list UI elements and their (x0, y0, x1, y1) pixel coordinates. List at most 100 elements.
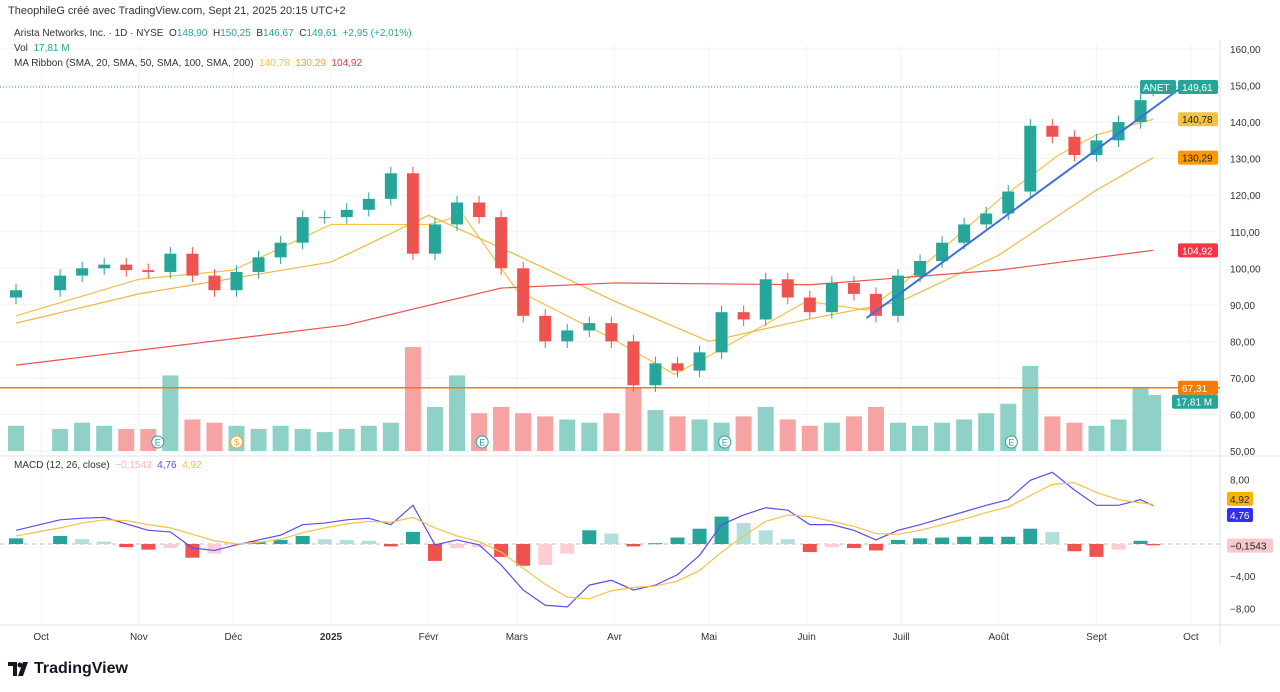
candle (76, 268, 89, 276)
tradingview-logo-icon (8, 662, 28, 676)
volume-bar (338, 428, 355, 451)
x-tick-label: Avr (607, 632, 622, 643)
candle (847, 282, 860, 294)
candle (649, 363, 662, 386)
symbol-tag (1140, 79, 1176, 94)
x-tick-label: Juill (893, 632, 910, 643)
volume-bar (316, 432, 333, 451)
macd-histogram-bar (604, 533, 619, 544)
macd-legend[interactable]: MACD (12, 26, close) −0,1543 4,76 4,92 (14, 460, 202, 471)
volume-label: Vol (14, 43, 28, 54)
ma20-value: 140,78 (259, 58, 290, 69)
ma-line-sma50 (15, 157, 1154, 343)
dividend-icon (230, 435, 243, 449)
macd-histogram-bar (405, 531, 420, 544)
volume-bar (162, 375, 179, 451)
earnings-icon (1004, 435, 1018, 449)
macd-histogram-bar (935, 537, 950, 544)
volume-bar (669, 416, 686, 451)
macd-histogram-bar (119, 544, 134, 548)
candle (120, 264, 133, 271)
y-tick-label: 70,00 (1230, 374, 1255, 385)
candle (627, 341, 640, 386)
candle (693, 352, 706, 371)
y-tick-label: 100,00 (1230, 264, 1261, 275)
volume-bar (449, 375, 465, 451)
volume-bar (1145, 394, 1162, 451)
symbol-tag-label: ANET (1143, 83, 1170, 94)
high-label: H (212, 28, 221, 39)
symbol-name: Arista Networks, Inc. · 1D · NYSE (14, 28, 164, 39)
candle (230, 271, 243, 291)
signal-value: 4,92 (182, 460, 202, 471)
macd-tag-value: 4,92 (1230, 495, 1250, 506)
price-tag-value: 17,81 M (1176, 398, 1212, 409)
macd-histogram-bar (1089, 544, 1104, 557)
macd-tag-value: 4,76 (1230, 511, 1250, 522)
macd-histogram-bar (868, 544, 883, 551)
candle (980, 213, 993, 225)
open-value: 148,90 (176, 28, 208, 39)
volume-bar (890, 422, 906, 451)
candle (583, 323, 596, 331)
y-tick-label: 60,00 (1230, 411, 1255, 422)
price-tag (1178, 380, 1218, 395)
macd-histogram-bar (1146, 544, 1161, 546)
volume-bar (845, 416, 862, 451)
volume-bar (426, 406, 443, 451)
chart-credit: TheophileG créé avec TradingView.com, Se… (8, 5, 346, 17)
signal-line (15, 482, 1154, 600)
ma-ribbon-legend[interactable]: MA Ribbon (SMA, 20, SMA, 50, SMA, 100, S… (14, 56, 412, 71)
x-tick-label: Déc (224, 632, 242, 643)
price-tag (1178, 150, 1218, 165)
candle (406, 173, 419, 254)
volume-bar (52, 428, 69, 451)
candle (605, 323, 618, 342)
candle (318, 217, 331, 219)
price-tag-value: 104,92 (1182, 246, 1213, 257)
macd-label: MACD (12, 26, close) (14, 460, 110, 471)
volume-bar (1088, 425, 1105, 451)
macd-histogram-bar (317, 539, 332, 544)
volume-bar (1022, 365, 1039, 451)
candle (384, 173, 397, 199)
volume-bar (493, 406, 510, 451)
volume-bar (206, 422, 223, 451)
symbol-legend[interactable]: Arista Networks, Inc. · 1D · NYSE O148,9… (14, 26, 412, 41)
volume-legend[interactable]: Vol 17,81 M (14, 41, 412, 56)
macd-histogram-bar (75, 539, 90, 544)
macd-y-tick-label: 8,00 (1230, 476, 1250, 487)
macd-histogram-bar (582, 530, 597, 544)
change-value: +2,95 (+2,01%) (342, 28, 412, 39)
macd-histogram-bar (648, 543, 663, 545)
x-tick-label: 2025 (320, 632, 343, 643)
price-tag-value: 140,78 (1182, 115, 1213, 126)
volume-bar (735, 416, 752, 451)
candle (914, 260, 927, 276)
macd-histogram-bar (957, 536, 972, 544)
x-tick-label: Févr (419, 632, 440, 643)
price-tag (1178, 112, 1218, 127)
candle (759, 279, 772, 320)
event-label: E (722, 438, 728, 448)
macd-histogram-bar (560, 544, 575, 554)
volume-bar (1132, 388, 1149, 451)
macd-histogram-bar (450, 544, 464, 549)
macd-histogram-bar (802, 544, 817, 553)
macd-histogram-bar (692, 528, 707, 544)
volume-bar (1044, 416, 1061, 451)
candle (517, 268, 530, 316)
volume-bar (96, 425, 113, 451)
macd-histogram-bar (53, 535, 68, 544)
macd-histogram-bar (1133, 540, 1148, 544)
volume-bar (625, 388, 642, 451)
volume-bar (603, 413, 620, 451)
candle (1068, 136, 1081, 155)
earnings-icon (718, 435, 732, 449)
volume-bar (956, 419, 973, 451)
candle (1002, 191, 1015, 214)
ma200-value: 104,92 (331, 58, 363, 69)
macd-histogram-bar (758, 530, 773, 544)
volume-bar (294, 428, 311, 451)
